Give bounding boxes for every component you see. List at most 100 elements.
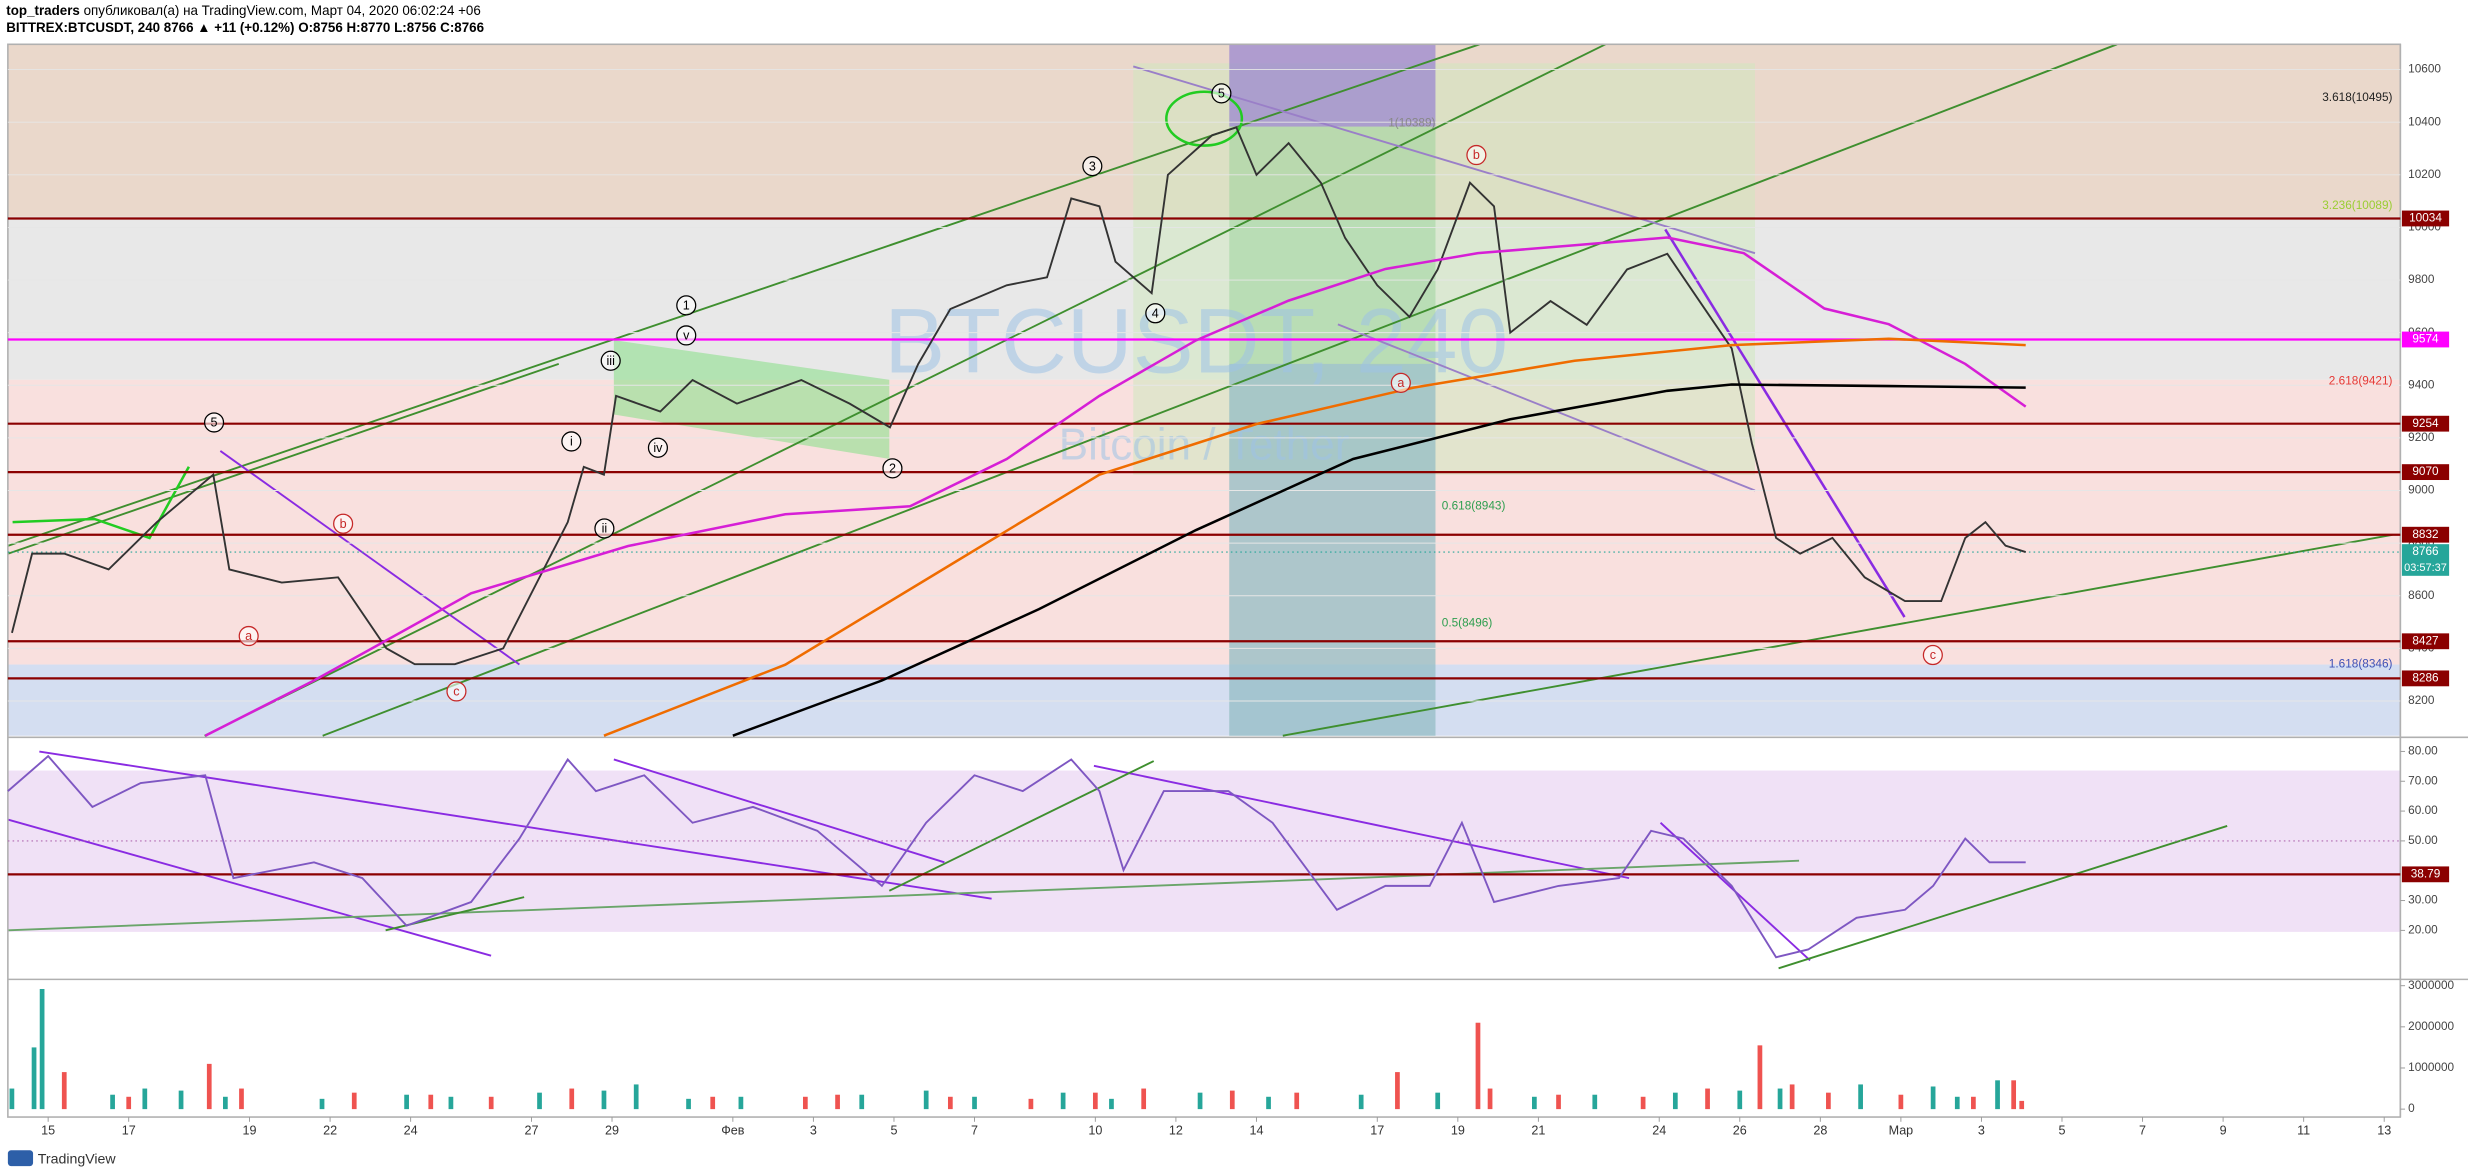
wave-marker [333, 513, 354, 534]
volume-bar [1705, 1088, 1710, 1110]
trend-line [219, 450, 520, 666]
volume-bar [1395, 1072, 1400, 1110]
wave-marker [1211, 83, 1232, 104]
volume-bar [923, 1090, 929, 1110]
y-tick-label: 10600 [2408, 62, 2441, 76]
volume-bar [1266, 1096, 1271, 1110]
x-tick-label: 21 [1531, 1124, 1545, 1138]
author: top_traders [6, 3, 80, 18]
x-tick-label: 3 [810, 1124, 817, 1138]
volume-bar [835, 1094, 840, 1110]
wave-label: a [1397, 376, 1405, 390]
volume-bar [206, 1063, 212, 1110]
y-tick-label: 8600 [2408, 588, 2435, 602]
flag [613, 340, 890, 459]
x-tick-label: 12 [1169, 1124, 1183, 1138]
x-tick-label: 17 [1370, 1124, 1384, 1138]
y-tick-label: 80.00 [2408, 744, 2438, 758]
level-badge [2401, 633, 2450, 650]
wave-label: i [570, 435, 573, 449]
x-tick-label: 28 [1813, 1124, 1827, 1138]
x-tick-label: 27 [524, 1124, 538, 1138]
x-tick-label: 24 [404, 1124, 418, 1138]
volume-bar [1060, 1092, 1066, 1110]
volume-bar [972, 1096, 977, 1110]
x-tick-label: 13 [2377, 1124, 2391, 1138]
volume-bar [1898, 1094, 1904, 1110]
fib-box [1229, 363, 1436, 736]
wave-label: 4 [1152, 306, 1159, 320]
wave-label: v [683, 329, 690, 343]
wave-label: 2 [889, 461, 896, 475]
level-label: 38.79 [2411, 866, 2441, 880]
volume-bar [1229, 1090, 1235, 1110]
level-label: 9070 [2412, 464, 2439, 478]
volume-bar [1109, 1098, 1114, 1110]
wave-label: iv [653, 441, 663, 455]
level-label: 8427 [2412, 633, 2438, 647]
highlight [1165, 90, 1244, 147]
y-tick-label: 10400 [2408, 114, 2441, 128]
y-tick-label: 50.00 [2408, 833, 2438, 847]
header-line: top_traders опубликовал(а) на TradingVie… [6, 3, 481, 18]
highlight [12, 466, 190, 540]
wave-label: 5 [211, 416, 218, 430]
volume-bar [1737, 1090, 1743, 1110]
volume-bar [537, 1092, 542, 1110]
level-badge [2401, 331, 2450, 348]
volume-bar [1789, 1084, 1795, 1110]
volume-bar [9, 1088, 15, 1110]
y-tick-label: 9000 [2408, 483, 2435, 497]
level-label: 8286 [2412, 670, 2439, 684]
fib-label: 0.5(8496) [1442, 615, 1493, 629]
footer-brand: TradingView [38, 1151, 117, 1167]
last-price-badge [2401, 544, 2450, 576]
volume-bar [239, 1088, 244, 1110]
y-tick-label: 9200 [2408, 430, 2435, 444]
x-tick-label: 19 [1451, 1124, 1465, 1138]
fib-label: 1.618(8346) [2329, 657, 2393, 671]
y-tick-label: 0 [2408, 1101, 2415, 1115]
wave-marker [594, 518, 615, 539]
y-tick-label: 30.00 [2408, 893, 2438, 907]
level-label: 9254 [2412, 416, 2439, 430]
x-tick-label: 22 [323, 1124, 337, 1138]
volume-bar [1826, 1092, 1831, 1110]
volume-bar [1592, 1094, 1598, 1110]
series-line [732, 383, 2026, 737]
y-tick-label: 10200 [2408, 167, 2441, 181]
volume-bar [1358, 1094, 1364, 1110]
volume-bar [1954, 1096, 1960, 1110]
volume-bar [223, 1096, 228, 1110]
fib-label: 2.618(9421) [2329, 373, 2393, 387]
trend-line [7, 363, 560, 555]
wave-marker [203, 412, 225, 433]
volume-bar [1930, 1086, 1936, 1110]
level-label: 8832 [2412, 527, 2438, 541]
x-tick-label: 7 [2139, 1124, 2146, 1138]
fib-label: 3.236(10089) [2322, 198, 2392, 212]
rsi-trend [613, 758, 945, 864]
wave-marker [600, 350, 621, 371]
x-tick-label: Фев [721, 1124, 745, 1138]
volume-bar [1971, 1096, 1976, 1110]
x-tick-label: 14 [1249, 1124, 1263, 1138]
x-tick-label: 26 [1733, 1124, 1747, 1138]
x-tick-label: 11 [2297, 1124, 2310, 1138]
rsi-trend [1778, 825, 2228, 970]
countdown-label: 03:57:37 [2404, 562, 2447, 574]
volume-bar [61, 1072, 67, 1110]
level-badge [2401, 670, 2450, 687]
volume-bar [710, 1096, 716, 1110]
volume-bar [404, 1094, 409, 1110]
published: опубликовал(а) на TradingView.com, Март … [84, 3, 481, 18]
y-tick-label: 8200 [2408, 693, 2435, 707]
volume-bar [1640, 1096, 1646, 1110]
wave-marker [561, 431, 582, 452]
volume-bar [1487, 1088, 1493, 1110]
x-tick-label: 5 [2058, 1124, 2065, 1138]
wave-label: b [340, 517, 347, 531]
volume-bar [428, 1094, 434, 1110]
series-line [204, 236, 2027, 737]
volume-bar [859, 1094, 865, 1110]
